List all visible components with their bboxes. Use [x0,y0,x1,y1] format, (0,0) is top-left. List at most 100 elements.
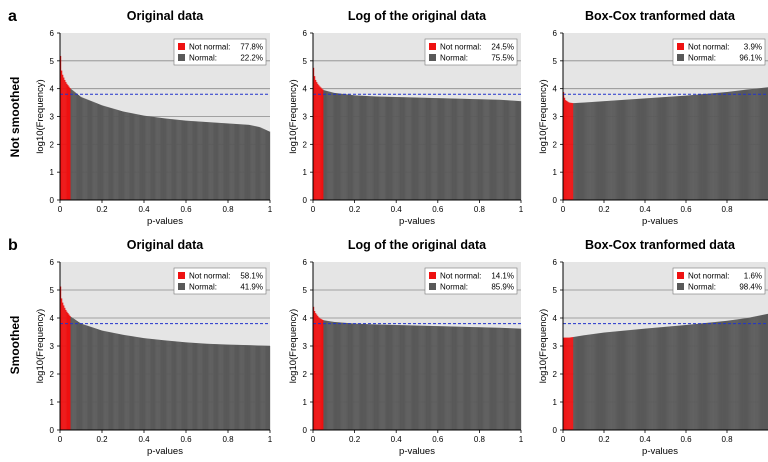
bar-normal [489,327,491,430]
bar-normal [461,326,463,430]
bar-normal [710,322,712,430]
bar-normal [606,332,608,430]
legend-label: Normal: [189,54,217,63]
bar-not-normal [565,337,567,430]
bar-normal [387,96,390,200]
bar-normal [716,321,718,430]
bar-normal [604,332,606,430]
bar-normal [585,102,587,200]
bar-normal [729,91,731,200]
bar-normal [754,316,756,430]
bar-normal [609,100,611,200]
bar-normal [741,90,743,200]
bar-normal [608,332,610,430]
bar-normal [342,93,344,200]
bar-normal [214,122,216,200]
bar-normal [691,95,693,200]
bar-normal [503,100,505,200]
bar-not-normal [572,103,574,200]
bar-normal [107,107,109,200]
bar-normal [329,91,331,200]
bar-normal [443,98,445,200]
bar-normal [717,92,719,200]
bar-normal [618,100,620,200]
bar-normal [490,327,493,430]
bar-not-normal [313,306,315,430]
bar-normal [213,122,215,200]
bar-normal [250,125,252,200]
legend-label: Normal: [688,54,716,63]
bar-normal [657,97,659,200]
bar-normal [624,99,626,200]
legend-swatch-normal [178,54,185,61]
bar-normal [436,326,438,430]
legend-label: Normal: [440,54,468,63]
bar-normal [684,325,687,430]
chart-panel-3: Box-Cox tranformed data 0 1 2 3 4 5 6 0 0.2 0.4 0.6… [538,9,768,227]
bar-normal [92,101,94,200]
bar-normal [88,100,90,200]
bar-not-normal [571,337,573,430]
bar-not-normal [60,55,62,201]
row-label-smoothed: Smoothed [8,316,22,375]
bar-normal [398,97,400,200]
bar-normal [331,321,333,430]
bar-normal [366,324,368,430]
bar-normal [627,99,629,200]
bar-normal [583,102,585,200]
bar-normal [621,330,623,430]
bar-normal [574,336,576,430]
bar-normal [483,327,485,430]
bar-normal [625,330,627,430]
bar-not-normal [563,92,565,200]
bar-normal [406,97,408,200]
bar-normal [617,331,619,430]
bar-normal [370,96,372,200]
y-tick-label: 4 [50,85,55,94]
bar-normal [709,322,711,430]
bar-normal [195,343,197,430]
bar-normal [245,345,248,430]
bar-normal [131,113,133,200]
bar-not-normal [317,83,319,200]
bar-normal [703,323,705,430]
bar-normal [512,328,514,430]
bar-normal [386,324,389,430]
bar-normal [648,328,650,430]
y-tick-label: 4 [303,314,308,323]
bar-normal [391,324,393,430]
x-tick-label: 0.4 [391,435,403,444]
bar-not-normal [314,311,316,430]
y-tick-label: 6 [50,29,55,38]
bar-normal [349,94,351,200]
bar-normal [577,102,579,200]
bar-normal [486,99,488,200]
bar-normal [265,130,267,200]
bar-normal [641,328,644,430]
bar-normal [756,316,758,430]
bar-normal [646,98,648,200]
bar-normal [334,322,337,430]
bar-normal [209,343,211,430]
bar-normal [699,94,701,200]
bar-not-normal [62,74,64,200]
bar-normal [650,98,652,200]
bar-normal [453,326,455,430]
bar-normal [405,97,407,200]
bar-normal [341,322,343,430]
bar-normal [96,329,98,430]
bar-normal [622,99,624,200]
bar-normal [471,99,473,200]
bar-normal [377,324,379,430]
bar-normal [237,124,239,200]
bar-normal [118,110,120,200]
bar-normal [83,98,85,200]
bar-normal [480,327,482,430]
bar-not-normal [316,82,318,200]
bar-normal [610,331,612,430]
bar-normal [738,319,740,430]
bar-normal [692,95,694,200]
bar-normal [712,93,714,200]
bar-normal [325,90,327,200]
bar-normal [426,325,428,430]
